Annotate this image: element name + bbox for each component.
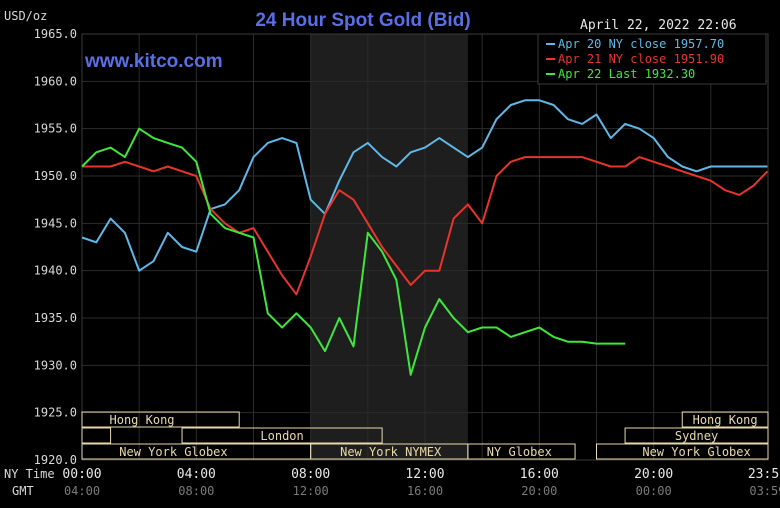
session-bar: [596, 443, 769, 460]
y-tick-label: 1940.0: [34, 264, 77, 278]
kitco-watermark: www.kitco.com: [84, 51, 223, 72]
x-tick-label-ny: 16:00: [520, 467, 559, 482]
legend-entry: Apr 22 Last 1932.30: [558, 67, 695, 81]
x-tick-label-gmt: 12:00: [293, 484, 329, 498]
session-label: New York Globex: [642, 445, 750, 459]
x-tick-label-gmt: 08:00: [178, 484, 214, 498]
legend-entry: Apr 21 NY close 1951.90: [558, 52, 724, 66]
y-tick-label: 1945.0: [34, 216, 77, 230]
unit-label: USD/oz: [4, 9, 47, 23]
chart-timestamp: April 22, 2022 22:06: [580, 18, 737, 33]
series-line-apr-21: [82, 156, 769, 296]
session-label: Sydney: [675, 429, 718, 443]
y-tick-label: 1955.0: [34, 122, 77, 136]
session-bar: [467, 443, 576, 460]
session-label: New York NYMEX: [340, 445, 442, 459]
session-label: New York Globex: [119, 445, 227, 459]
x-tick-label-gmt: 00:00: [636, 484, 672, 498]
x-tick-label-gmt: 20:00: [521, 484, 557, 498]
nymex-session-shade: [310, 34, 468, 460]
y-tick-label: 1950.0: [34, 169, 77, 183]
x-tick-label-ny: 04:00: [177, 467, 216, 482]
gmt-label: GMT: [12, 484, 34, 498]
series-line-apr-22: [81, 127, 626, 376]
x-tick-label-ny: 23:59: [748, 467, 780, 482]
ny-time-label: NY Time: [4, 467, 55, 481]
x-tick-label-gmt: 04:00: [64, 484, 100, 498]
x-tick-label-gmt: 16:00: [407, 484, 443, 498]
plot-border: [81, 33, 769, 461]
x-tick-label-gmt: 03:59: [749, 484, 780, 498]
legend-entry: Apr 20 NY close 1957.70: [558, 37, 724, 51]
legend-box: [537, 33, 767, 85]
y-tick-label: 1960.0: [34, 74, 77, 88]
session-label: Hong Kong: [693, 413, 758, 427]
y-tick-label: 1920.0: [34, 453, 77, 467]
x-tick-label-ny: 00:00: [62, 467, 101, 482]
session-bar: [681, 411, 769, 428]
x-tick-label-ny: 20:00: [634, 467, 673, 482]
session-bar: [81, 427, 112, 444]
y-tick-label: 1935.0: [34, 311, 77, 325]
session-label: Hong Kong: [110, 413, 175, 427]
session-label: NY Globex: [487, 445, 552, 459]
chart-title: 24 Hour Spot Gold (Bid): [255, 10, 470, 31]
series-line-apr-20: [81, 99, 768, 272]
x-tick-label-ny: 08:00: [291, 467, 330, 482]
session-bar: [181, 427, 383, 444]
y-tick-label: 1930.0: [34, 358, 77, 372]
session-bar: [81, 411, 240, 428]
y-tick-label: 1925.0: [34, 406, 77, 420]
session-label: London: [260, 429, 303, 443]
session-bar: [624, 427, 769, 444]
x-tick-label-ny: 12:00: [405, 467, 444, 482]
y-tick-label: 1965.0: [34, 27, 77, 41]
